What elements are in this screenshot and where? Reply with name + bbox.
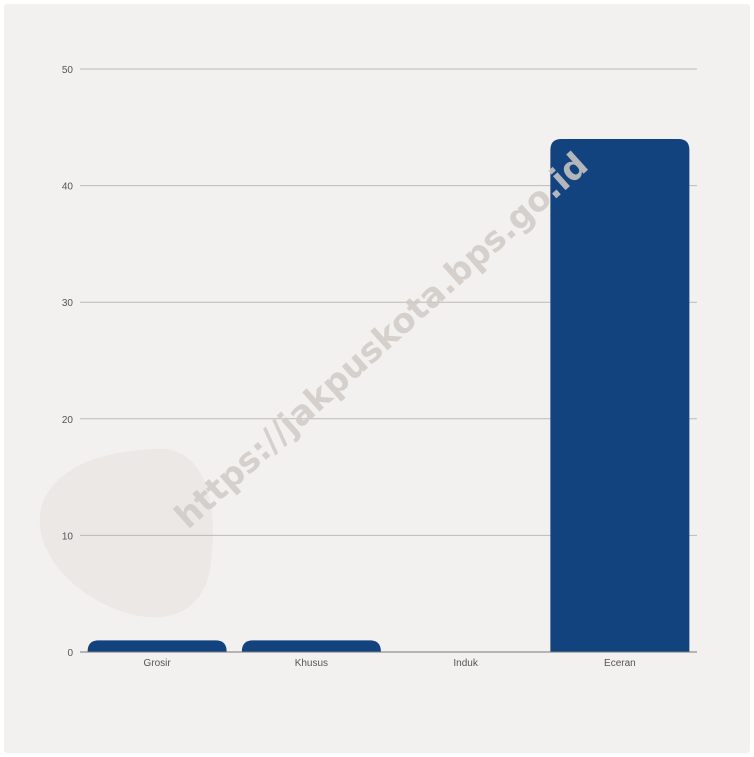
background-blob-shape (39, 448, 214, 618)
bars (87, 138, 690, 652)
x-tick-label: Grosir (144, 658, 172, 669)
y-tick-label: 30 (62, 298, 74, 309)
y-tick-label: 0 (67, 648, 73, 659)
y-axis-ticks: 0 10 20 30 40 50 (62, 65, 74, 659)
bar-chart: 0 10 20 30 40 50 Grosir Khusus Induk Eceran http… (39, 65, 697, 669)
y-tick-label: 20 (62, 415, 74, 426)
bar-eceran (550, 138, 690, 652)
x-tick-label: Induk (453, 658, 478, 669)
y-tick-label: 50 (62, 65, 74, 76)
x-tick-label: Khusus (295, 658, 328, 669)
bar-khusus (241, 640, 381, 652)
chart-card: 0 10 20 30 40 50 Grosir Khusus Induk Eceran http… (4, 4, 750, 753)
y-tick-label: 40 (62, 182, 74, 193)
watermark: https://jakpuskota.bps.go.id (167, 145, 596, 537)
x-axis-labels: Grosir Khusus Induk Eceran (144, 658, 636, 669)
y-tick-label: 10 (62, 531, 74, 542)
x-tick-label: Eceran (604, 658, 636, 669)
bar-grosir (87, 640, 227, 652)
